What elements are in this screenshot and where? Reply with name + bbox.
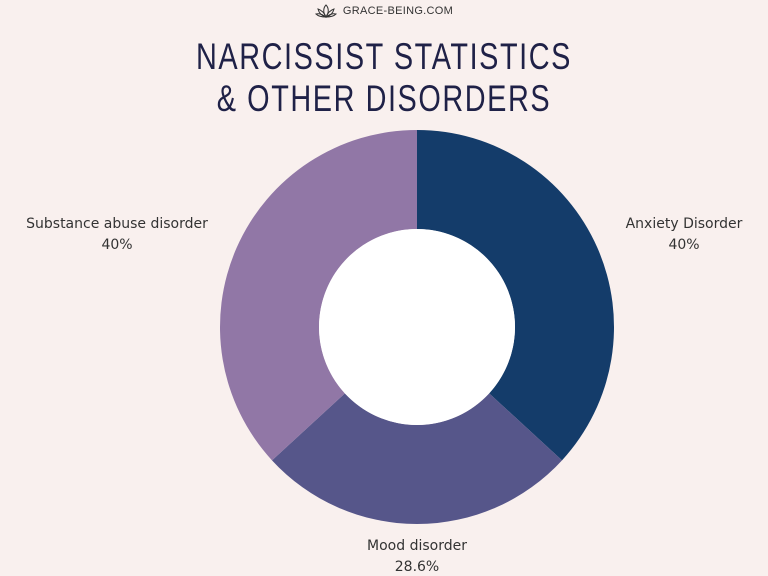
slice-substance-abuse-disorder[interactable] xyxy=(220,130,417,461)
slice-label-value: 40% xyxy=(668,237,700,253)
slice-label-name: Substance abuse disorder xyxy=(26,216,208,232)
slice-label-value: 40% xyxy=(101,237,133,253)
lotus-icon xyxy=(314,4,337,18)
slice-label-mood-disorder: Mood disorder 28.6% xyxy=(267,536,567,576)
brand-header[interactable]: GRACE-BEING.COM xyxy=(0,4,768,18)
slice-mood-disorder[interactable] xyxy=(271,393,563,525)
slice-label-anxiety-disorder: Anxiety Disorder 40% xyxy=(534,214,768,256)
slice-anxiety-disorder[interactable] xyxy=(417,130,615,461)
brand-text: GRACE-BEING.COM xyxy=(342,5,454,17)
slice-label-name: Anxiety Disorder xyxy=(625,216,743,232)
chart-title-line-2: & OTHER DISORDERS xyxy=(216,78,552,119)
slice-label-substance-abuse-disorder: Substance abuse disorder 40% xyxy=(0,214,267,256)
chart-title-line-1: NARCISSIST STATISTICS xyxy=(196,36,572,77)
chart-title: NARCISSIST STATISTICS & OTHER DISORDERS xyxy=(84,36,683,120)
slice-label-name: Mood disorder xyxy=(367,538,467,554)
slice-label-value: 28.6% xyxy=(394,559,440,575)
donut-hole xyxy=(319,229,515,425)
